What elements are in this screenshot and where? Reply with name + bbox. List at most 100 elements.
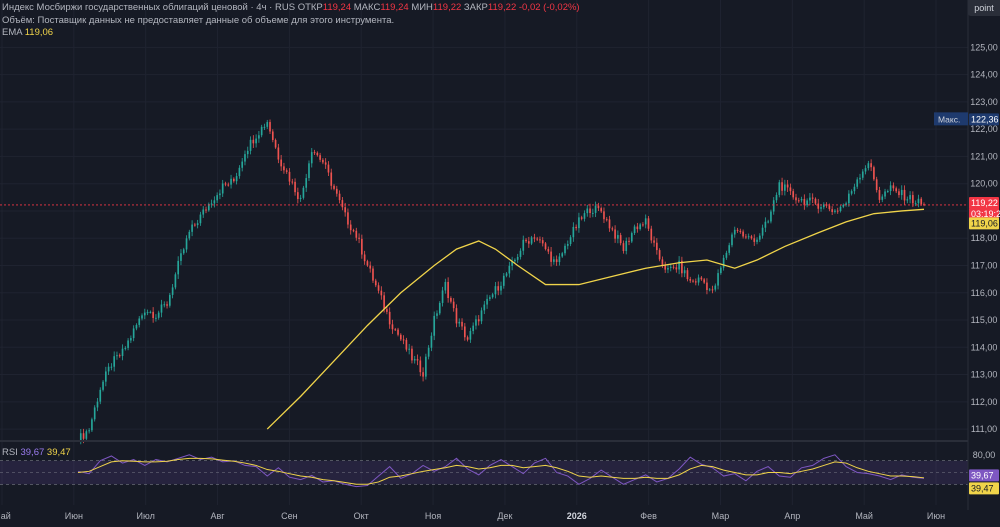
candle-body xyxy=(241,161,244,168)
candle-body xyxy=(238,167,241,177)
candle-body xyxy=(736,229,739,231)
candle-body xyxy=(188,231,191,239)
candle-body xyxy=(132,328,135,339)
candle-body xyxy=(564,245,566,254)
high-value: 119,24 xyxy=(380,2,409,13)
candle-body xyxy=(650,228,653,241)
candle-body xyxy=(836,210,839,212)
candle-body xyxy=(338,193,341,201)
candle-body xyxy=(372,268,374,281)
max-label: Макс. xyxy=(938,114,960,124)
candle-body xyxy=(399,334,402,340)
ema-legend[interactable]: EMA 119,06 xyxy=(2,27,53,39)
candle-body xyxy=(386,309,388,312)
candle-body xyxy=(294,181,296,193)
candle-body xyxy=(274,139,277,148)
candle-body xyxy=(285,170,288,172)
candle-body xyxy=(630,233,633,242)
candle-body xyxy=(269,122,271,132)
price-tick-label: 117,00 xyxy=(971,260,998,270)
candle-body xyxy=(433,315,436,336)
price-axis[interactable]: 125,00 124,00 123,00 122,00 121,00 120,00 119,… xyxy=(970,42,998,459)
time-tick-label: Фев xyxy=(640,511,657,521)
candle-body xyxy=(182,249,185,254)
candle-body xyxy=(138,318,141,325)
max-value-tag-bg xyxy=(969,113,999,126)
candle-body xyxy=(341,200,344,208)
candle-body xyxy=(675,267,678,270)
candle-body xyxy=(319,155,321,160)
rsi-legend[interactable]: RSI 39,67 39,47 xyxy=(2,447,71,458)
candle-body xyxy=(683,270,686,274)
low-label: МИН xyxy=(411,2,433,13)
candle-body xyxy=(781,182,783,191)
candle-body xyxy=(297,192,299,199)
candle-body xyxy=(447,281,449,299)
candle-body xyxy=(135,324,138,329)
candle-body xyxy=(202,209,205,215)
candle-body xyxy=(536,238,539,240)
candle-body xyxy=(614,229,616,239)
candle-body xyxy=(825,204,828,206)
candle-body xyxy=(692,280,694,282)
candle-body xyxy=(722,257,725,268)
rsi-value-tag-bg xyxy=(969,469,999,482)
price-tick-label: 120,00 xyxy=(970,179,998,189)
candle-body xyxy=(313,152,316,154)
time-tick-label: Апр xyxy=(784,511,800,521)
candle-body xyxy=(216,195,218,201)
candle-body xyxy=(444,281,447,291)
price-tick-label: 122,00 xyxy=(970,124,998,134)
candle-body xyxy=(91,419,93,431)
candle-body xyxy=(205,209,207,211)
candles xyxy=(79,119,925,445)
candle-body xyxy=(519,250,522,257)
candle-body xyxy=(803,198,806,206)
candle-body xyxy=(82,433,85,439)
candle-body xyxy=(280,159,282,167)
candle-body xyxy=(525,239,527,242)
candle-body xyxy=(667,267,669,270)
candle-body xyxy=(850,191,853,194)
candle-body xyxy=(539,239,541,241)
candle-body xyxy=(477,319,480,322)
candle-body xyxy=(870,163,872,168)
candle-body xyxy=(397,329,399,335)
candle-body xyxy=(900,189,903,196)
candle-body xyxy=(703,279,705,283)
candle-body xyxy=(191,224,193,232)
candle-body xyxy=(427,347,430,357)
volume-legend[interactable]: Объём: Поставщик данных не предоставляет… xyxy=(2,15,394,27)
rsi-label: RSI xyxy=(2,447,18,458)
symbol-legend[interactable]: Индекс Мосбиржи государственных облигаци… xyxy=(2,2,580,14)
candle-body xyxy=(455,308,458,324)
candle-body xyxy=(310,152,313,164)
candle-body xyxy=(266,122,269,127)
time-axis[interactable]: Май Июн Июл Авг Сен Окт Ноя Дек 2026 Фев Мар Апр Май… xyxy=(0,511,945,521)
candle-body xyxy=(797,200,800,202)
high-label: МАКС xyxy=(353,2,381,13)
candle-body xyxy=(160,304,163,313)
time-tick-label: Май xyxy=(855,511,873,521)
candle-body xyxy=(839,206,842,212)
candle-body xyxy=(411,348,413,361)
candle-body xyxy=(884,191,886,197)
candle-body xyxy=(166,304,168,306)
candle-body xyxy=(483,304,486,311)
candle-body xyxy=(79,433,82,440)
candle-body xyxy=(697,277,700,283)
rsi-ma-line xyxy=(77,457,925,485)
countdown-tag-bg xyxy=(969,207,999,220)
point-button[interactable]: point xyxy=(968,0,1000,16)
time-tick-label: Мар xyxy=(712,511,730,521)
candle-body xyxy=(244,154,246,162)
price-tick-label: 121,00 xyxy=(970,151,998,161)
rsi-ma-value-tag: 39,47 xyxy=(971,483,994,493)
candle-body xyxy=(344,207,346,213)
ema-line xyxy=(266,208,925,430)
low-value: 119,22 xyxy=(432,2,462,13)
candle-body xyxy=(335,188,338,194)
candle-body xyxy=(656,242,658,251)
price-tick-label: 116,00 xyxy=(971,288,998,298)
